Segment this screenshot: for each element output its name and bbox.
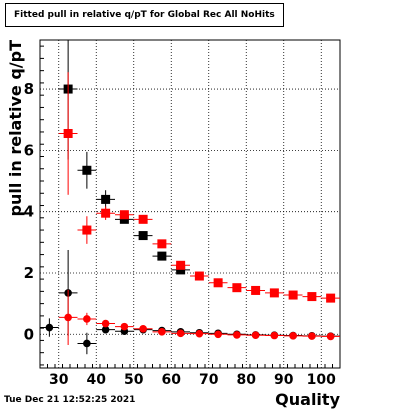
circle-marker [101, 319, 110, 328]
square-marker [307, 292, 317, 302]
x-tick-label: 50 [124, 372, 144, 388]
circle-marker [289, 332, 297, 340]
grid [40, 40, 340, 368]
x-tick-label: 60 [162, 372, 182, 388]
square-marker [157, 251, 167, 261]
data-marks [40, 40, 340, 355]
circle-marker [83, 339, 91, 348]
circle-marker [308, 332, 316, 340]
circle-marker [101, 325, 110, 334]
circle-marker [64, 313, 72, 322]
square-marker [82, 165, 92, 175]
y-tick-label: 4 [24, 203, 34, 221]
circle-marker [120, 322, 129, 331]
square-marker [119, 210, 129, 220]
circle-marker [158, 328, 166, 336]
circle-marker [45, 323, 54, 332]
square-marker [63, 128, 73, 138]
x-tick-label: 30 [49, 372, 69, 388]
circle-marker [83, 315, 91, 323]
x-tick-label: 90 [274, 372, 294, 388]
square-marker [101, 208, 111, 218]
circle-marker [326, 332, 335, 341]
circle-marker [176, 329, 185, 338]
x-tick-label: 80 [237, 372, 257, 388]
square-marker [176, 265, 186, 275]
square-marker [138, 231, 148, 241]
x-tick-label: 70 [199, 372, 219, 388]
square-marker [138, 214, 148, 224]
square-marker [326, 293, 336, 303]
circle-marker [270, 331, 279, 340]
x-axis-label: Quality [275, 390, 340, 409]
x-tick-label: 100 [307, 372, 336, 388]
square-marker [157, 239, 167, 249]
y-tick-label: 2 [24, 264, 34, 282]
square-marker [288, 290, 298, 300]
square-marker [213, 278, 223, 288]
circle-marker [233, 331, 241, 339]
square-marker [194, 271, 204, 281]
axes: 30 40 50 60 70 80 90 100 0 2 4 6 8 [24, 39, 341, 388]
y-tick-label: 0 [24, 325, 34, 343]
square-marker [269, 288, 279, 298]
circle-marker [195, 329, 204, 338]
square-marker [101, 194, 111, 204]
x-tick-label: 40 [87, 372, 107, 388]
y-tick-label: 6 [24, 141, 34, 159]
square-marker [176, 260, 186, 270]
timestamp: Tue Dec 21 12:52:25 2021 [4, 395, 136, 405]
circle-marker [214, 330, 222, 339]
y-tick-label: 8 [24, 80, 34, 98]
circle-marker [251, 331, 260, 340]
circle-marker [139, 324, 147, 333]
chart-title: Fitted pull in relative q/pT for Global … [5, 3, 284, 27]
square-marker [232, 283, 242, 293]
y-axis-label: pull in relative q/pT [6, 40, 25, 217]
square-marker [119, 214, 129, 224]
square-marker [251, 285, 261, 295]
square-marker [82, 225, 92, 235]
